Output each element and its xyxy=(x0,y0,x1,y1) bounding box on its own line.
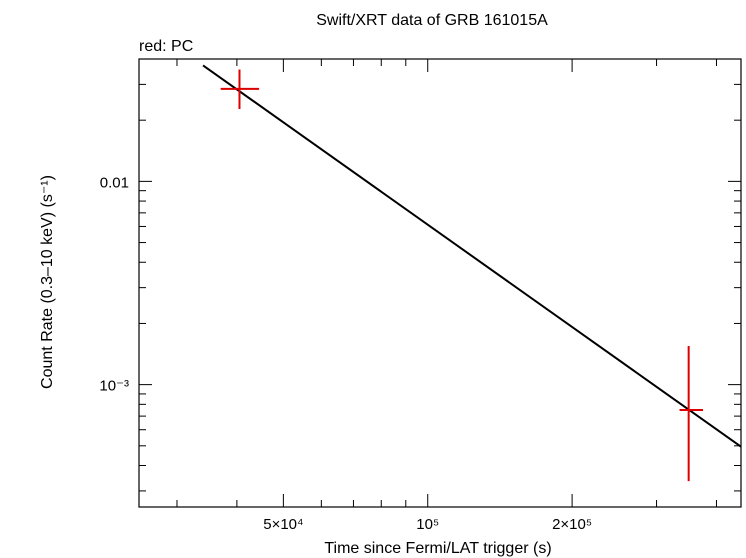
chart-subtitle: red: PC xyxy=(139,38,193,55)
x-tick-label: 10⁵ xyxy=(416,516,439,533)
axis-ticks xyxy=(139,58,741,507)
plot-frame xyxy=(138,58,742,508)
fit-line-layer xyxy=(202,64,742,448)
chart-title: Swift/XRT data of GRB 161015A xyxy=(316,12,548,29)
y-tick-label: 0.01 xyxy=(100,174,129,191)
x-tick-label: 5×10⁴ xyxy=(263,516,303,533)
axis-tick-labels: 5×10⁴ 10⁵ 2×10⁵ 0.01 10⁻³ xyxy=(99,174,592,533)
data-points-layer xyxy=(220,69,704,482)
x-axis-label: Time since Fermi/LAT trigger (s) xyxy=(324,540,551,557)
y-tick-label: 10⁻³ xyxy=(99,378,129,395)
x-tick-label: 2×10⁵ xyxy=(552,516,592,533)
y-axis-label: Count Rate (0.3–10 keV) (s⁻¹) xyxy=(39,175,56,389)
fit-line xyxy=(202,64,742,448)
